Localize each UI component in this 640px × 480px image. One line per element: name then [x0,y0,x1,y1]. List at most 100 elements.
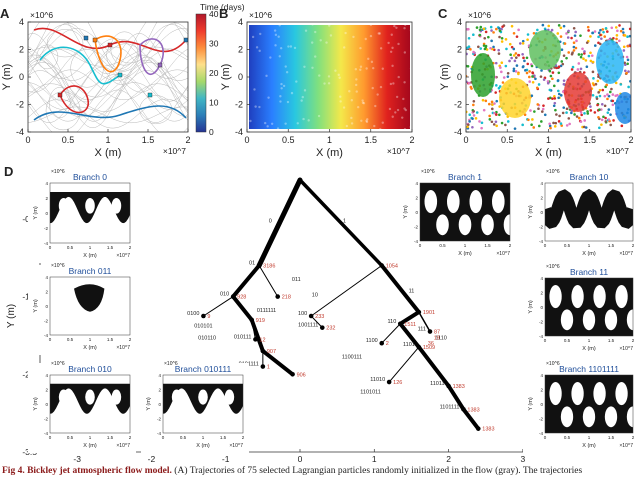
particle [524,69,527,72]
particle [606,93,609,96]
inset-branch-011: Branch 011 ×10^6 ×10^7 X (m) Y (m) 0 0.5 1 1.5 2 4… [28,263,136,355]
tree-edge [258,264,279,298]
particle [629,79,631,83]
inset-y-exponent: ×10^6 [164,361,178,367]
particle [620,124,624,128]
particle [500,70,503,74]
particle [512,54,516,57]
particle [583,52,586,55]
particle [600,102,604,106]
tree-edge [310,264,383,317]
background-trajectory [28,46,188,102]
particle [493,102,496,105]
particle [495,110,498,114]
particle [540,69,543,72]
particle-speckle [404,108,408,112]
background-trajectory [28,69,188,101]
particle-speckle [381,67,384,70]
node-label: 010 [220,292,229,298]
inset-y-tick-label: 2 [540,196,543,201]
tree-edge [398,310,421,326]
inset-x-exponent: ×10^7 [619,346,633,352]
particle [521,65,525,69]
inset-hole [626,309,633,331]
particle [493,111,496,115]
particle [468,120,471,123]
particle [570,68,574,71]
particle [467,27,470,31]
particle-speckle [360,119,363,122]
inset-hole [85,198,95,214]
particle [500,27,503,31]
particle-speckle [258,105,261,109]
particle [509,53,512,57]
inset-x-exponent: ×10^7 [619,251,633,257]
particle-speckle [342,46,346,49]
node-count: 928 [237,295,246,301]
tree-node [379,263,385,268]
inset-title: Branch 010111 [175,364,232,374]
inset-x-tick-label: 2 [632,435,635,440]
particle-speckle [279,46,283,50]
inset-hole [560,309,574,331]
inset-y-tick-label: -4 [539,431,543,436]
inset-y-tick-label: 2 [158,388,161,393]
particle [528,75,531,79]
inset-y-label: Y (m) [33,206,39,220]
particle [565,111,568,114]
inset-plot [420,183,510,241]
background-trajectory [28,24,188,70]
node-count: 87 [434,330,440,336]
tree-edge [398,321,421,350]
caption-text: (A) Trajectories of 75 selected Lagrangi… [171,466,583,476]
particle [475,26,479,29]
particle [470,87,473,90]
particle [534,77,537,81]
particle [482,108,486,112]
particle-speckle [273,29,277,32]
x-exponent: ×10^7 [163,146,186,156]
particle [548,122,551,126]
trajectory-marker [147,92,153,98]
inset-y-tick-label: 4 [540,276,543,281]
particle [562,106,566,109]
inset-y-tick-label: 4 [415,181,418,186]
particle-speckle [255,46,259,49]
particle [566,36,570,39]
particle [514,56,518,59]
particle [573,34,577,37]
particle [626,58,630,62]
particle [596,79,600,83]
particle-speckle [307,119,310,122]
particle [610,26,614,30]
tree-node [416,309,422,315]
particle-speckle [373,124,376,128]
particle-speckle [393,24,396,28]
particle-area [466,23,631,130]
particle-speckle [350,99,354,102]
particle-speckle [379,127,382,131]
inset-y-tick-label: 2 [415,196,418,201]
x-axis-label: X (m) [95,147,122,159]
particle [559,122,563,125]
inset-y-exponent: ×10^6 [51,361,65,367]
panel-c: C ×10^6 ×10^7 0 0.5 1 1.5 2 4 2 0 -2 -4 X (m) Y (m) [438,6,634,159]
particle [623,34,627,37]
particle [531,71,535,75]
particle [583,50,586,53]
particle [562,54,566,57]
particle [495,99,499,103]
particle-speckle [361,99,364,102]
particle-speckle [391,46,394,50]
particle-speckle [366,118,369,121]
x-tick-label: 1 [327,135,332,145]
inset-plot [50,277,130,335]
particle [506,72,510,75]
particle-speckle [408,130,411,132]
inset-hole [198,389,208,405]
inset-plot [545,375,633,433]
particle [466,52,468,56]
particle-speckle [264,121,267,125]
particle [573,113,576,116]
